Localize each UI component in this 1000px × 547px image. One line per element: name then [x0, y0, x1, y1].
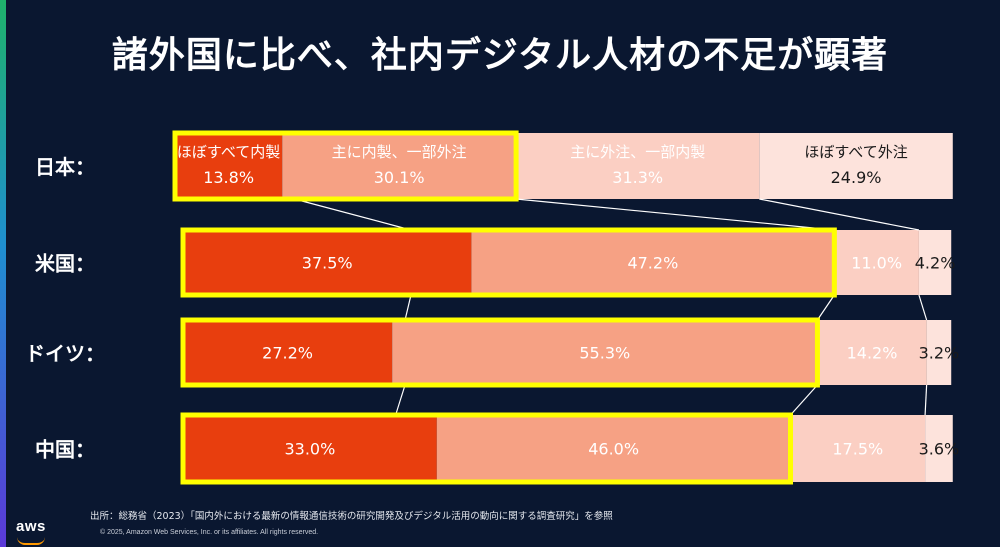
bar-segment	[282, 133, 517, 199]
highlight-box	[180, 412, 794, 485]
accent-bar	[0, 0, 6, 547]
data-label: 24.9%	[831, 168, 882, 187]
data-label: 27.2%	[262, 344, 313, 363]
bar-segment	[790, 415, 926, 482]
bar-segment	[183, 320, 393, 385]
series-name-label: 主に外注、一部内製	[570, 143, 705, 161]
connector-line	[404, 294, 412, 321]
data-label: 11.0%	[851, 254, 902, 273]
highlight-box	[172, 130, 519, 202]
bar-segment	[918, 230, 952, 295]
source-note: 出所：総務省（2023）「国内外における最新の情報通信技術の研究開発及びデジタル…	[90, 511, 613, 522]
page-title: 諸外国に比べ、社内デジタル人材の不足が顕著	[111, 35, 889, 76]
data-label: 31.3%	[612, 168, 663, 187]
bar-segment	[516, 133, 760, 199]
bar-segment	[175, 133, 283, 199]
data-label: 55.3%	[579, 344, 630, 363]
bar-segment	[834, 230, 919, 295]
data-label: 37.5%	[302, 254, 353, 273]
connector-line	[790, 384, 818, 416]
aws-logo: aws	[16, 518, 46, 535]
bar-segment	[183, 415, 437, 482]
connector-line	[395, 384, 406, 416]
connector-line	[816, 294, 835, 321]
data-label: 17.5%	[832, 440, 883, 459]
connector-line	[924, 384, 928, 416]
copyright: © 2025, Amazon Web Services, Inc. or its…	[100, 529, 319, 536]
data-label: 33.0%	[284, 440, 335, 459]
connector-line	[294, 198, 412, 231]
bar-segment	[926, 320, 952, 385]
data-label: 14.2%	[847, 344, 898, 363]
connector-line	[516, 198, 835, 231]
bar-segment	[436, 415, 791, 482]
series-name-label: ほぼすべて外注	[804, 143, 907, 161]
category-label: 日本：	[35, 155, 95, 179]
series-name-label: ほぼすべて内製	[177, 143, 280, 161]
aws-logo-smile-icon	[17, 537, 45, 545]
bar-segment	[759, 133, 953, 199]
data-label: 30.1%	[374, 168, 425, 187]
data-label: 47.2%	[627, 254, 678, 273]
highlight-box	[180, 227, 837, 298]
category-label: 米国：	[35, 252, 95, 276]
data-label: 13.8%	[203, 168, 254, 187]
highlight-box	[180, 317, 820, 388]
data-label: 3.6%	[919, 440, 960, 459]
bar-segment	[183, 230, 472, 295]
category-label: ドイツ：	[25, 342, 105, 366]
data-label: 46.0%	[588, 440, 639, 459]
data-label: 3.2%	[919, 344, 960, 363]
bar-segment	[925, 415, 953, 482]
series-name-label: 主に内製、一部外注	[332, 143, 467, 161]
bar-segment	[817, 320, 927, 385]
bar-segment	[471, 230, 835, 295]
connector-line	[759, 198, 920, 231]
category-label: 中国：	[35, 438, 95, 462]
data-label: 4.2%	[915, 254, 956, 273]
bar-segment	[392, 320, 818, 385]
connector-line	[918, 294, 928, 321]
